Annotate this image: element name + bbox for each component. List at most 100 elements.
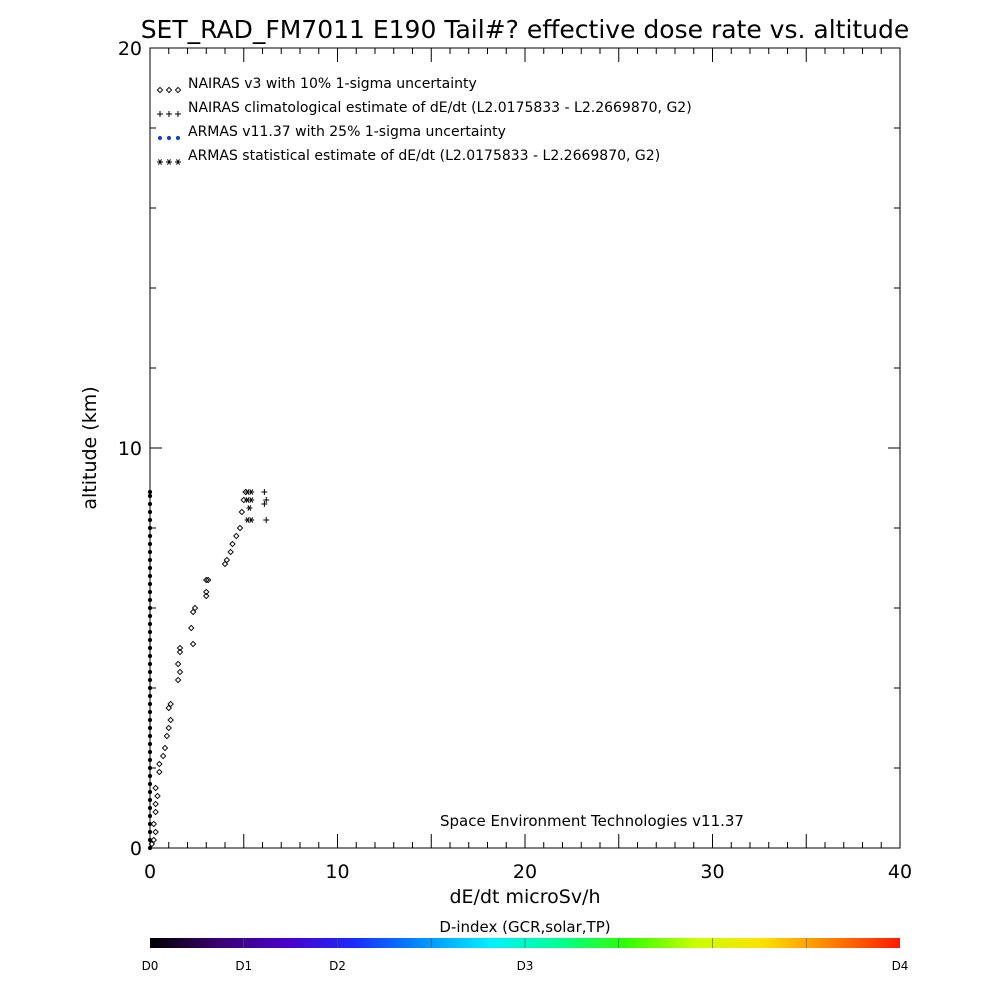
- colorbar-label: D-index (GCR,solar,TP): [439, 918, 610, 936]
- data-point-dot: [147, 629, 153, 635]
- data-point-diamond: [156, 760, 163, 768]
- data-point-dot: [147, 749, 153, 755]
- data-point-dot: [147, 741, 153, 747]
- data-point-dot: [147, 661, 153, 667]
- data-point-dot: [147, 837, 153, 843]
- legend-label: ARMAS v11.37 with 25% 1-sigma uncertaint…: [188, 124, 506, 140]
- data-point-diamond: [233, 532, 240, 540]
- data-point-dot: [147, 701, 153, 707]
- data-point-dot: [147, 789, 153, 795]
- colorbar-tick-label: D2: [329, 959, 346, 973]
- data-point-dot: [147, 549, 153, 555]
- x-axis-label: dE/dt microSv/h: [449, 886, 600, 908]
- data-layer: [147, 488, 270, 851]
- data-point-diamond: [161, 744, 169, 752]
- data-point-diamond: [152, 784, 159, 792]
- data-point-diamond: [152, 800, 159, 808]
- y-tick-label: 20: [118, 38, 142, 60]
- data-point-diamond: [148, 840, 156, 848]
- data-point-diamond: [163, 732, 171, 740]
- data-point-dot: [147, 813, 153, 819]
- legend-label: ARMAS statistical estimate of dE/dt (L2.…: [188, 148, 660, 164]
- data-point-diamond: [238, 508, 246, 516]
- data-point-dot: [147, 757, 153, 763]
- colorbar-tick-label: D3: [517, 959, 534, 973]
- data-point-dot: [147, 613, 153, 619]
- data-point-diamond: [240, 496, 247, 504]
- y-axis-ticks: 0 10 20: [118, 38, 900, 860]
- data-point-dot: [147, 589, 153, 595]
- legend-marker: [175, 135, 181, 141]
- data-point-plus: [263, 517, 270, 523]
- data-point-diamond: [156, 768, 163, 776]
- data-point-diamond: [159, 752, 167, 760]
- data-point-plus: [263, 497, 270, 503]
- data-point-dot: [147, 597, 153, 603]
- data-point-diamond: [227, 548, 234, 556]
- data-point-diamond: [189, 640, 197, 648]
- data-point-diamond: [229, 540, 236, 548]
- data-point-dot: [147, 685, 153, 691]
- colorbar-tick-label: D0: [142, 959, 159, 973]
- data-point-diamond: [188, 624, 195, 632]
- data-point-dot: [147, 725, 153, 731]
- data-point-diamond: [165, 704, 172, 712]
- data-point-diamond: [154, 792, 161, 800]
- data-point-dot: [147, 493, 153, 499]
- data-point-asterisk: [246, 505, 253, 511]
- data-point-diamond: [203, 576, 210, 584]
- data-point-diamond: [203, 592, 210, 600]
- legend: NAIRAS v3 with 10% 1-sigma uncertainty NA…: [156, 76, 692, 165]
- legend-marker: [166, 135, 172, 141]
- data-point-dot: [147, 525, 153, 531]
- data-point-asterisk: [248, 489, 255, 495]
- data-point-dot: [147, 773, 153, 779]
- data-point-diamond: [152, 808, 159, 816]
- colorbar-tick-label: D1: [235, 959, 252, 973]
- data-point-diamond: [204, 576, 212, 584]
- data-point-diamond: [150, 820, 157, 828]
- data-point-asterisk: [248, 497, 255, 503]
- data-point-dot: [147, 501, 153, 507]
- y-tick-label: 0: [130, 838, 142, 860]
- data-point-dot: [147, 845, 153, 851]
- data-point-dot: [147, 717, 153, 723]
- data-point-dot: [147, 765, 153, 771]
- data-point-dot: [147, 797, 153, 803]
- chart-title: SET_RAD_FM7011 E190 Tail#? effective dos…: [141, 15, 910, 44]
- x-tick-label: 30: [700, 861, 724, 883]
- data-point-diamond: [223, 556, 231, 564]
- data-point-dot: [147, 709, 153, 715]
- legend-label: NAIRAS v3 with 10% 1-sigma uncertainty: [188, 76, 477, 92]
- data-point-diamond: [189, 608, 197, 616]
- x-axis-ticks: 0 10 20 30 40: [144, 48, 912, 883]
- data-point-diamond: [191, 604, 199, 612]
- credit-annotation: Space Environment Technologies v11.37: [440, 812, 744, 830]
- x-tick-label: 10: [325, 861, 349, 883]
- data-point-dot: [147, 781, 153, 787]
- y-tick-label: 10: [118, 438, 142, 460]
- data-point-diamond: [165, 724, 172, 732]
- legend-marker: [157, 111, 163, 117]
- data-point-dot: [147, 605, 153, 611]
- data-point-asterisk: [248, 517, 255, 523]
- data-point-dot: [147, 541, 153, 547]
- data-point-dot: [147, 573, 153, 579]
- legend-marker: [166, 159, 172, 165]
- data-point-dot: [147, 517, 153, 523]
- data-point-dot: [147, 733, 153, 739]
- data-point-dot: [147, 645, 153, 651]
- legend-marker: [157, 135, 163, 141]
- plot-frame: [149, 47, 901, 849]
- data-point-diamond: [236, 524, 244, 532]
- data-point-diamond: [176, 644, 184, 652]
- data-point-dot: [147, 805, 153, 811]
- legend-marker: [165, 86, 173, 94]
- data-point-dot: [147, 693, 153, 699]
- data-point-diamond: [176, 648, 184, 656]
- legend-marker: [175, 159, 181, 165]
- data-point-dot: [147, 533, 153, 539]
- data-point-diamond: [203, 588, 210, 596]
- data-point-diamond: [221, 560, 229, 568]
